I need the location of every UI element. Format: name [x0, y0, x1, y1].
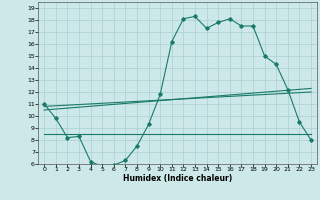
X-axis label: Humidex (Indice chaleur): Humidex (Indice chaleur)	[123, 174, 232, 183]
